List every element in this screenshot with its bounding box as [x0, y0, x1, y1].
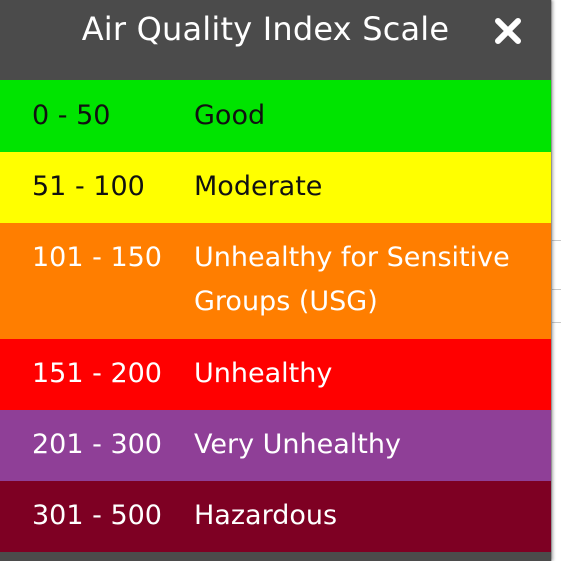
aqi-range: 0 - 50 [32, 100, 111, 131]
aqi-category: Very Unhealthy [194, 429, 401, 460]
close-icon[interactable] [493, 16, 523, 46]
aqi-row-very-unhealthy: 201 - 300 Very Unhealthy [0, 410, 551, 481]
aqi-range: 101 - 150 [32, 242, 162, 273]
aqi-row-good: 0 - 50 Good [0, 80, 551, 152]
aqi-range: 151 - 200 [32, 358, 162, 389]
background-page-panel [552, 240, 561, 290]
aqi-range: 51 - 100 [32, 171, 145, 202]
aqi-row-usg: 101 - 150 Unhealthy for Sensitive Groups… [0, 223, 551, 339]
popup-footer [0, 552, 551, 561]
aqi-range: 201 - 300 [32, 429, 162, 460]
aqi-category: Unhealthy for Sensitive Groups (USG) [194, 242, 510, 317]
background-page-panel [552, 322, 561, 403]
aqi-category: Good [194, 100, 266, 131]
aqi-category: Moderate [194, 171, 323, 202]
aqi-category: Hazardous [194, 500, 338, 531]
aqi-row-unhealthy: 151 - 200 Unhealthy [0, 339, 551, 410]
popup-header: Air Quality Index Scale [0, 0, 551, 80]
aqi-row-moderate: 51 - 100 Moderate [0, 152, 551, 223]
aqi-row-hazardous: 301 - 500 Hazardous [0, 481, 551, 552]
background-page [551, 0, 561, 561]
aqi-scale-table: 0 - 50 Good 51 - 100 Moderate 101 - 150 … [0, 80, 551, 552]
aqi-category: Unhealthy [194, 358, 333, 389]
popup-title: Air Quality Index Scale [81, 10, 450, 48]
aqi-range: 301 - 500 [32, 500, 162, 531]
